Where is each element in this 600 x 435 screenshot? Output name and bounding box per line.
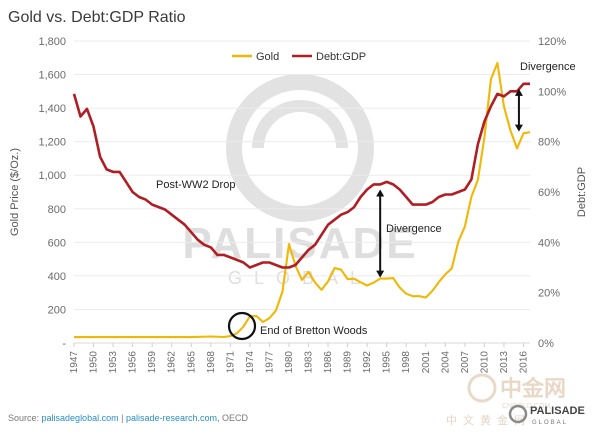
source-line: Source: palisadeglobal.com | palisade-re… xyxy=(8,413,248,423)
left-tick-label: 400 xyxy=(48,271,66,283)
legend-label-debt-gdp: Debt:GDP xyxy=(316,51,366,63)
x-tick-label: 1956 xyxy=(128,351,139,374)
watermark-arc xyxy=(252,100,348,149)
x-tick-label: 1950 xyxy=(89,351,100,374)
legend-label-gold: Gold xyxy=(256,51,279,63)
divergence-arrows xyxy=(376,88,523,278)
x-tick-label: 2001 xyxy=(421,351,432,374)
left-tick-label: 200 xyxy=(48,304,66,316)
right-tick-label: 100% xyxy=(538,86,566,98)
x-tick-label: 1983 xyxy=(304,351,315,374)
annotations: Post-WW2 Drop Divergence Divergence End … xyxy=(156,61,576,341)
left-tick-label: 600 xyxy=(48,237,66,249)
x-tick-label: 1998 xyxy=(401,351,412,374)
right-tick-label: 20% xyxy=(538,288,560,300)
source-link-palisade-research[interactable]: palisade-research.com xyxy=(126,413,217,423)
bretton-woods-circle xyxy=(227,311,257,341)
x-tick-label: 1965 xyxy=(186,351,197,374)
divergence-arrow-head-down xyxy=(376,270,385,278)
legend: Gold Debt:GDP xyxy=(232,51,366,63)
divergence-arrow-head-down xyxy=(514,124,523,132)
x-tick-label: 1977 xyxy=(264,351,275,374)
annotation-divergence-top: Divergence xyxy=(520,61,576,73)
left-tick-label: 1,200 xyxy=(38,137,66,149)
x-tick-label: 1962 xyxy=(167,351,178,374)
left-axis-ticks: - 200 400 600 800 1,000 1,200 1,400 1,600 1,800 xyxy=(38,36,66,350)
right-axis-ticks: 0% 20% 40% 60% 80% 100% 120% xyxy=(538,36,566,350)
cngold-subtitle: 中文黄金网 xyxy=(446,413,531,427)
right-tick-label: 0% xyxy=(538,338,554,350)
right-tick-label: 60% xyxy=(538,187,560,199)
series-lines xyxy=(72,61,531,339)
source-separator: | xyxy=(119,413,126,423)
left-tick-label: - xyxy=(62,338,66,350)
x-tick-label: 1947 xyxy=(69,351,80,374)
annotation-post-ww2: Post-WW2 Drop xyxy=(156,179,235,191)
x-tick-label: 2007 xyxy=(460,351,471,374)
cngold-url: CNGOLD.COM xyxy=(502,403,550,410)
right-tick-label: 40% xyxy=(538,237,560,249)
left-tick-label: 800 xyxy=(48,204,66,216)
left-axis-title: Gold Price ($/Oz.) xyxy=(9,148,21,236)
annotation-bretton-woods: End of Bretton Woods xyxy=(260,325,368,337)
x-tick-label: 1986 xyxy=(323,351,334,374)
left-tick-label: 1,600 xyxy=(38,70,66,82)
x-tick-label: 1995 xyxy=(382,351,393,374)
left-tick-label: 1,400 xyxy=(38,103,66,115)
x-axis-ticks: 1947 1950 1953 1956 1959 1962 1965 1968 1971 1974… xyxy=(69,343,529,373)
right-tick-label: 120% xyxy=(538,36,566,48)
x-tick-label: 2016 xyxy=(518,351,529,374)
left-tick-label: 1,800 xyxy=(38,36,66,48)
x-tick-label: 2010 xyxy=(479,351,490,374)
annotation-divergence-mid: Divergence xyxy=(386,223,442,235)
x-tick-label: 1971 xyxy=(225,351,236,374)
palisade-logo-text: PALISADE xyxy=(530,405,585,417)
x-tick-label: 1959 xyxy=(147,351,158,374)
corner-logos: 中金网 CNGOLD.COM 中文黄金网 PALISADE GLOBAL xyxy=(446,373,585,427)
x-tick-label: 1974 xyxy=(245,351,256,374)
cngold-logo-icon xyxy=(467,373,497,403)
right-tick-label: 80% xyxy=(538,137,560,149)
x-tick-label: 1980 xyxy=(284,351,295,374)
watermark-ring xyxy=(226,74,374,222)
cngold-brand: 中金网 xyxy=(500,376,566,401)
palisade-logo-icon xyxy=(508,404,528,424)
gridlines xyxy=(74,40,530,344)
series-line-gold xyxy=(74,61,531,339)
x-tick-label: 2013 xyxy=(499,351,510,374)
x-tick-label: 1968 xyxy=(206,351,217,374)
x-tick-label: 1992 xyxy=(362,351,373,374)
source-prefix: Source: xyxy=(8,413,42,423)
divergence-arrow-head-up xyxy=(514,88,523,96)
right-axis-title: Debt:GDP xyxy=(576,167,588,217)
x-tick-label: 1953 xyxy=(108,351,119,374)
x-tick-label: 1989 xyxy=(343,351,354,374)
source-link-palisadeglobal[interactable]: palisadeglobal.com xyxy=(42,413,119,423)
chart-title: Gold vs. Debt:GDP Ratio xyxy=(8,9,186,26)
divergence-arrow-head-up xyxy=(376,189,385,197)
x-tick-label: 2004 xyxy=(440,351,451,374)
left-tick-label: 1,000 xyxy=(38,170,66,182)
palisade-logo-subtext: GLOBAL xyxy=(532,420,568,426)
source-suffix: , OECD xyxy=(217,413,249,423)
series-line-debt-gdp xyxy=(72,82,530,269)
